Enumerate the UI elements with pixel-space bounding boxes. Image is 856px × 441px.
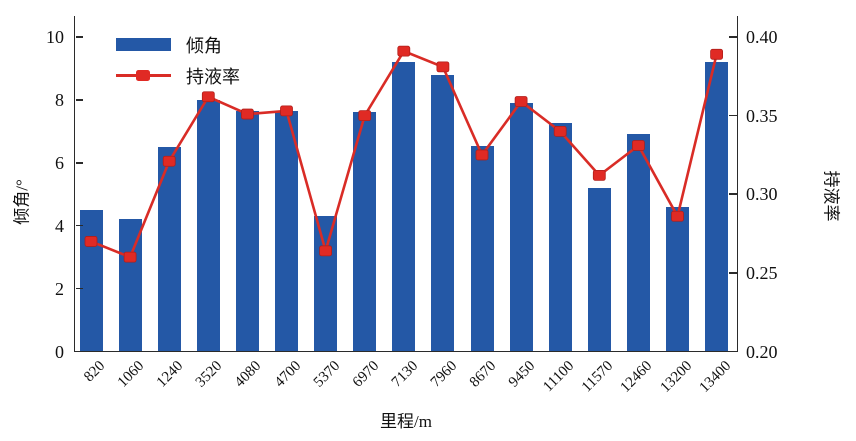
bar-4700 xyxy=(275,110,298,352)
x-tick-label-7130: 7130 xyxy=(388,357,422,391)
y-tick-label-left: 10 xyxy=(46,27,64,47)
legend-item-holdup: 持液率 xyxy=(116,60,240,91)
x-tick-label-11100: 11100 xyxy=(540,357,578,395)
legend-label-inclination: 倾角 xyxy=(186,35,222,56)
tick-mark-left xyxy=(75,36,83,38)
x-tick-label-4080: 4080 xyxy=(232,357,265,391)
x-tick-label-12460: 12460 xyxy=(617,357,656,396)
right-axis-spine xyxy=(736,16,739,352)
x-tick-label-5370: 5370 xyxy=(310,357,343,391)
y-tick-label-left: 6 xyxy=(55,152,64,173)
bar-820 xyxy=(79,209,103,352)
y-tick-label-left: 8 xyxy=(55,89,64,110)
square-marker-icon xyxy=(136,70,150,81)
bar-11100 xyxy=(548,123,572,352)
bar-7960 xyxy=(431,74,455,352)
bar-1240 xyxy=(157,147,181,352)
y-tick-label-left: 0 xyxy=(55,341,64,362)
tick-mark-left xyxy=(75,224,83,227)
y-tick-label-right: 0.30 xyxy=(746,184,778,205)
legend: 倾角 持液率 xyxy=(116,29,240,91)
bar-13400 xyxy=(705,62,729,352)
bar-9450 xyxy=(509,103,533,352)
y-tick-label-right: 0.20 xyxy=(746,341,778,362)
x-tick-label-7960: 7960 xyxy=(427,357,461,391)
x-tick-label-1060: 1060 xyxy=(114,357,148,391)
bar-7130 xyxy=(392,62,416,352)
bar-6970 xyxy=(353,112,377,352)
right-axis-title: 持液率 xyxy=(821,170,841,222)
bar-swatch-icon xyxy=(116,38,171,51)
x-tick-label-9450: 9450 xyxy=(505,357,539,391)
bar-13200 xyxy=(666,206,689,352)
x-tick-label-1240: 1240 xyxy=(153,357,187,391)
bar-5370 xyxy=(314,216,338,352)
x-axis-title: 里程/m xyxy=(380,412,432,431)
x-tick-label-13400: 13400 xyxy=(696,357,734,396)
y-tick-label-right: 0.40 xyxy=(746,27,778,47)
tick-mark-right xyxy=(729,193,737,196)
x-tick-label-13200: 13200 xyxy=(656,357,695,396)
line-marker-7960 xyxy=(436,61,450,73)
tick-mark-right xyxy=(729,272,737,274)
line-swatch-icon xyxy=(116,69,171,83)
tick-mark-right xyxy=(729,114,737,117)
tick-mark-left xyxy=(75,287,83,290)
left-axis-title: 倾角/° xyxy=(12,179,32,225)
line-marker-11570 xyxy=(592,169,606,181)
y-tick-label-left: 4 xyxy=(55,215,64,236)
x-tick-label-6970: 6970 xyxy=(349,357,383,391)
y-tick-label-right: 0.25 xyxy=(746,262,778,283)
tick-mark-left xyxy=(75,99,83,101)
line-marker-7130 xyxy=(397,45,411,57)
legend-item-inclination: 倾角 xyxy=(116,29,240,60)
x-tick-label-820: 820 xyxy=(81,357,109,385)
bar-3520 xyxy=(196,99,220,352)
tick-mark-right xyxy=(729,36,737,38)
x-tick-label-11570: 11570 xyxy=(579,357,617,395)
line-marker-13400 xyxy=(710,48,723,60)
bar-8670 xyxy=(470,145,494,352)
tick-mark-left xyxy=(75,162,83,164)
bar-11570 xyxy=(587,187,611,352)
bar-12460 xyxy=(626,134,650,352)
x-tick-label-3520: 3520 xyxy=(193,357,226,391)
legend-label-holdup: 持液率 xyxy=(186,66,240,87)
bar-4080 xyxy=(235,110,259,352)
x-tick-label-8670: 8670 xyxy=(466,357,500,391)
bar-1060 xyxy=(118,219,142,352)
y-tick-label-left: 2 xyxy=(55,278,64,299)
left-axis-spine xyxy=(73,16,76,352)
y-tick-label-right: 0.35 xyxy=(746,105,778,126)
x-tick-label-4700: 4700 xyxy=(271,357,304,391)
